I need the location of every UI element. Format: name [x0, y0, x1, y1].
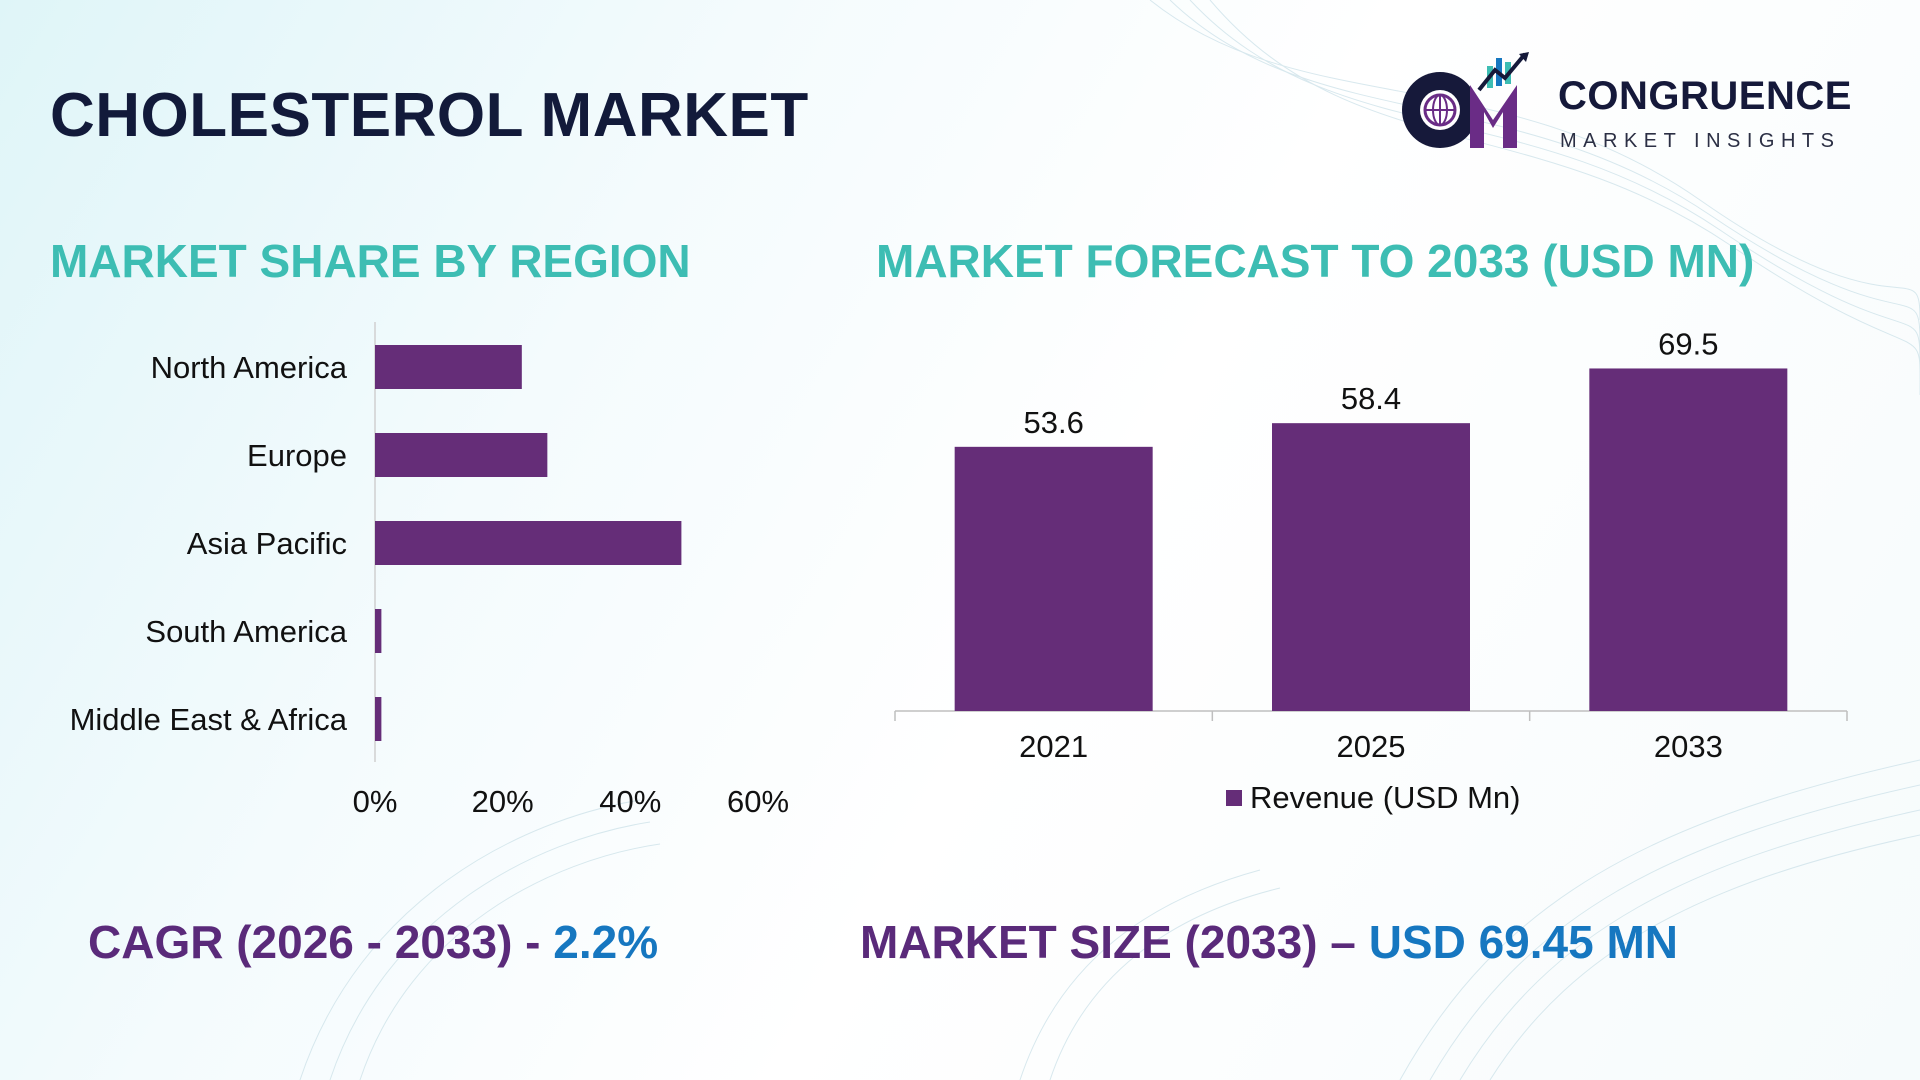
x-tick-label: 60% — [727, 784, 789, 819]
bar — [1589, 368, 1788, 711]
region-share-chart: North America Europe Asia Pacific South Ame… — [70, 322, 789, 819]
x-tick-label: 2021 — [1019, 729, 1088, 764]
market-size-label: MARKET SIZE (2033) – — [860, 916, 1369, 968]
category-label: Middle East & Africa — [70, 702, 348, 737]
congruence-logo-icon — [1402, 52, 1529, 148]
data-label: 69.5 — [1658, 326, 1718, 361]
cagr-label: CAGR (2026 - 2033) - — [88, 916, 554, 968]
x-tick-label: 0% — [353, 784, 398, 819]
logo-name: CONGRUENCE — [1558, 74, 1852, 118]
legend-label: Revenue (USD Mn) — [1250, 780, 1520, 815]
bar — [954, 446, 1153, 711]
x-tick-label: 2033 — [1654, 729, 1723, 764]
category-label: Asia Pacific — [187, 526, 347, 561]
category-label: South America — [145, 614, 347, 649]
bar — [1272, 423, 1470, 711]
legend-swatch — [1226, 790, 1242, 806]
data-label: 53.6 — [1023, 405, 1083, 440]
data-label: 58.4 — [1341, 381, 1401, 416]
x-tick-label: 20% — [472, 784, 534, 819]
market-size-stat: MARKET SIZE (2033) – USD 69.45 MN — [860, 915, 1678, 969]
category-label: Europe — [247, 438, 347, 473]
bar — [375, 521, 682, 565]
cagr-stat: CAGR (2026 - 2033) - 2.2% — [88, 915, 658, 969]
logo-tagline: MARKET INSIGHTS — [1560, 130, 1841, 152]
bar — [375, 433, 548, 477]
x-tick-label: 2025 — [1337, 729, 1406, 764]
x-tick-label: 40% — [599, 784, 661, 819]
forecast-section-title: MARKET FORECAST TO 2033 (USD MN) — [876, 235, 1755, 287]
forecast-chart: 53.6 2021 58.4 2025 69.5 2033 Revenue (USD Mn) — [894, 326, 1848, 815]
bar — [375, 697, 382, 741]
logo: CONGRUENCE MARKET INSIGHTS — [1395, 50, 1875, 160]
bar — [375, 609, 382, 653]
market-size-value: USD 69.45 MN — [1368, 916, 1679, 968]
category-label: North America — [151, 350, 348, 385]
bar — [375, 345, 522, 389]
cagr-value: 2.2% — [553, 916, 659, 968]
share-section-title: MARKET SHARE BY REGION — [50, 235, 691, 287]
page-title: CHOLESTEROL MARKET — [50, 81, 809, 150]
